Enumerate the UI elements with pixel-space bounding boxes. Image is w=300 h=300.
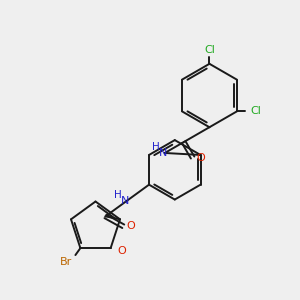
Text: N: N xyxy=(121,196,129,206)
Text: O: O xyxy=(118,246,126,256)
Text: H: H xyxy=(152,142,160,152)
Text: Br: Br xyxy=(60,257,73,267)
Text: H: H xyxy=(114,190,122,200)
Text: O: O xyxy=(127,221,136,231)
Text: Cl: Cl xyxy=(250,106,261,116)
Text: O: O xyxy=(196,152,205,163)
Text: Cl: Cl xyxy=(204,45,215,55)
Text: N: N xyxy=(159,148,167,158)
